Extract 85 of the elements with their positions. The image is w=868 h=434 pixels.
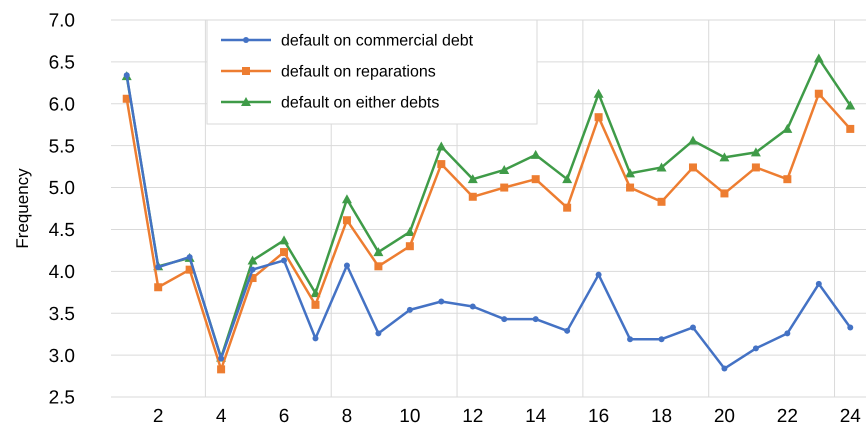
point [750,147,761,156]
point [279,235,290,244]
point [656,162,667,172]
point [344,262,350,268]
x-tick-label: 10 [399,406,420,427]
y-tick-label: 3.0 [48,346,75,367]
y-tick-label: 4.5 [48,220,75,242]
legend-label: default on either debts [281,94,440,112]
legend-label: default on reparations [281,64,436,81]
point [564,328,570,334]
point [375,330,382,336]
point [782,124,792,133]
y-tick-label: 6.5 [48,52,75,74]
y-axis-title: Frequency [13,168,32,249]
point [248,255,258,264]
point [720,189,728,198]
y-tick-label: 7.0 [48,10,75,32]
point [501,316,508,322]
legend-label: default on commercial debt [281,32,474,50]
y-tick-label: 3.5 [48,304,75,325]
point [342,216,351,224]
point [752,163,760,172]
x-tick-label: 20 [714,406,736,427]
point [814,90,823,98]
point [499,164,510,174]
x-tick-label: 18 [650,406,672,427]
point [374,262,382,270]
point [468,192,477,201]
x-tick-label: 24 [840,406,862,427]
x-tick-label: 14 [525,406,547,427]
y-tick-label: 2.5 [48,388,75,409]
point [688,163,697,172]
point [437,160,446,168]
point [280,248,288,256]
point [406,242,414,250]
point [404,226,415,236]
point [154,283,162,292]
point [845,100,856,110]
point [438,298,444,304]
x-tick-label: 4 [216,406,227,427]
point [847,324,854,330]
point [500,184,508,192]
point [626,184,634,192]
point [594,113,603,122]
point [690,324,696,330]
point [436,142,446,151]
point [342,194,352,204]
y-tick-label: 4.0 [48,262,75,283]
point [250,266,256,273]
y-tick-label: 5.5 [48,136,75,158]
point [814,54,824,63]
point [752,345,759,352]
point [406,306,413,313]
point [688,136,698,145]
point [470,304,476,310]
y-tick-label: 5.0 [48,178,75,200]
x-tick-label: 16 [588,406,610,427]
point [658,336,665,342]
point [627,336,634,342]
point [530,150,541,159]
point [532,316,539,322]
point [719,152,730,162]
point [281,257,288,264]
point [816,280,822,287]
point [625,168,636,178]
x-tick-label: 12 [462,406,484,427]
point [846,124,854,133]
point [468,174,478,184]
x-tick-label: 6 [278,406,290,427]
y-tick-label: 6.0 [48,94,75,116]
x-tick-label: 22 [776,406,798,427]
point [783,175,792,184]
point [596,272,602,278]
point [594,88,604,98]
x-tick-label: 8 [342,406,352,427]
point [658,198,666,206]
point [311,300,320,309]
x-tick-label: 2 [152,406,164,427]
point [532,175,540,184]
point [562,174,572,184]
point [721,366,728,372]
point [217,365,226,374]
point [563,204,572,212]
point [784,330,790,336]
point [373,247,384,256]
